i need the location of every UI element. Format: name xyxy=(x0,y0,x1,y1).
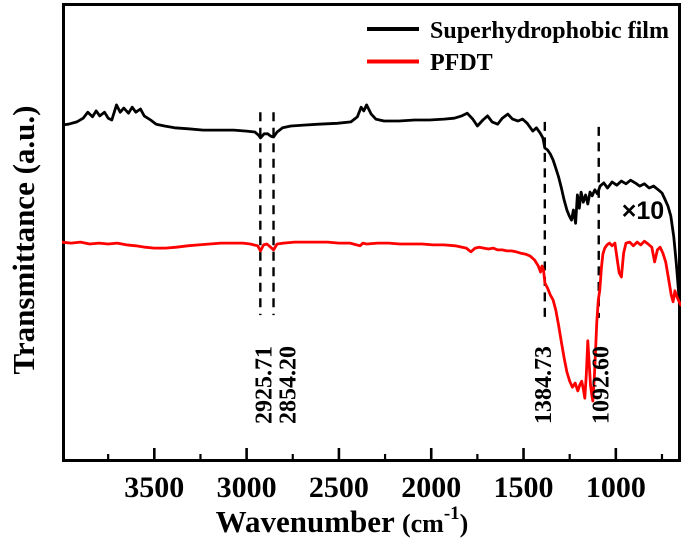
x-axis-title: Wavenumber (cm-1) xyxy=(216,503,469,539)
x-axis-ticks: 3500 3000 2500 2000 1500 1000 xyxy=(107,448,664,504)
legend-label-superhydrophobic: Superhydrophobic film xyxy=(430,18,669,44)
plot-frame xyxy=(62,3,681,462)
y-axis-title: Transmittance (a.u.) xyxy=(6,106,41,375)
scale-note: ×10 xyxy=(622,197,664,225)
legend-label-pfdt: PFDT xyxy=(430,50,493,76)
peak-label-0: 2925.71 xyxy=(251,346,277,424)
x-tick-label: 3000 xyxy=(217,471,277,504)
x-tick-label: 2500 xyxy=(309,471,369,504)
superscript: -1 xyxy=(444,503,460,524)
legend: Superhydrophobic film PFDT xyxy=(367,18,669,76)
spectrum-curve-superhydrophobic-film xyxy=(62,103,681,310)
series-lines xyxy=(62,103,681,403)
x-tick-label: 2000 xyxy=(401,471,461,504)
x-tick-label: 1500 xyxy=(494,471,554,504)
peak-label-2: 1384.73 xyxy=(531,346,557,424)
spectrum-curve-pfdt xyxy=(62,239,681,403)
x-tick-label: 1000 xyxy=(586,471,646,504)
x-tick-label: 3500 xyxy=(124,471,184,504)
peak-label-3: 1092.60 xyxy=(589,346,615,424)
peak-label-1: 2854.20 xyxy=(276,346,302,424)
